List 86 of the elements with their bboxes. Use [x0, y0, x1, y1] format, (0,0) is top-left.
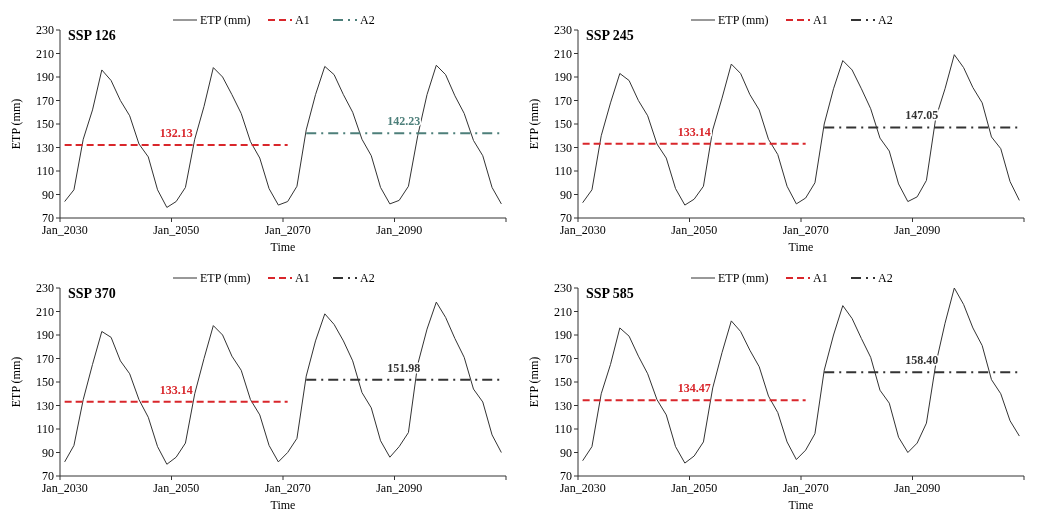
y-tick-label: 170 [36, 93, 54, 108]
y-tick-label: 150 [554, 117, 572, 132]
x-tick-label: Jan_2030 [559, 481, 606, 495]
y-tick-label: 90 [560, 445, 572, 460]
annotation: 142.23 [387, 114, 421, 129]
y-tick-label: 130 [554, 140, 572, 155]
x-tick-label: Jan_2050 [671, 481, 718, 495]
annotation: 132.13 [159, 126, 193, 140]
legend-label: A2 [360, 13, 375, 28]
legend-label: A2 [878, 271, 893, 286]
y-tick-label: 190 [554, 328, 572, 343]
y-tick-label: 190 [36, 328, 54, 343]
x-axis-title: Time [788, 498, 814, 512]
y-tick-label: 230 [36, 281, 54, 296]
chart-title: SSP 245 [586, 28, 634, 43]
y-tick-label: 70 [42, 211, 54, 226]
y-tick-label: 90 [42, 187, 54, 202]
legend-label: ETP (mm) [200, 13, 251, 28]
x-tick-label: Jan_2070 [782, 481, 829, 495]
x-tick-label: Jan_2090 [894, 223, 941, 237]
legend-label: A1 [295, 271, 310, 286]
y-tick-label: 150 [36, 117, 54, 132]
y-tick-label: 170 [554, 351, 572, 366]
legend-label: A1 [295, 13, 310, 28]
x-tick-label: Jan_2050 [671, 223, 718, 237]
y-tick-label: 210 [36, 46, 54, 61]
y-tick-label: 110 [36, 164, 54, 179]
y-tick-label: 230 [36, 23, 54, 38]
y-tick-label: 230 [554, 281, 572, 296]
annotation: 134.47 [677, 381, 711, 396]
y-tick-label: 210 [554, 304, 572, 319]
x-tick-label: Jan_2050 [153, 223, 200, 237]
y-tick-label: 230 [554, 23, 572, 38]
annotation: 133.14 [677, 124, 711, 139]
legend-label: A1 [813, 13, 828, 28]
y-axis-title: ETP (mm) [527, 98, 541, 150]
y-axis-title: ETP (mm) [9, 356, 23, 408]
y-tick-label: 170 [36, 351, 54, 366]
y-tick-label: 130 [36, 140, 54, 155]
y-axis-title: ETP (mm) [9, 98, 23, 150]
y-tick-label: 110 [36, 422, 54, 437]
legend-label: A1 [813, 271, 828, 286]
y-tick-label: 150 [36, 375, 54, 390]
annotation: 133.14 [159, 382, 193, 397]
line-series [582, 287, 1020, 464]
x-axis-title: Time [788, 240, 814, 254]
y-tick-label: 90 [560, 187, 572, 202]
chart-title: SSP 126 [68, 28, 116, 43]
y-tick-label: 170 [554, 93, 572, 108]
y-tick-label: 90 [42, 445, 54, 460]
line-series [64, 64, 502, 208]
legend-label: A2 [878, 13, 893, 28]
x-tick-label: Jan_2030 [559, 223, 606, 237]
x-tick-label: Jan_2050 [153, 481, 200, 495]
x-tick-label: Jan_2030 [41, 223, 88, 237]
y-tick-label: 110 [554, 422, 572, 437]
y-tick-label: 110 [554, 164, 572, 179]
y-tick-label: 70 [560, 211, 572, 226]
x-tick-label: Jan_2070 [264, 223, 311, 237]
y-tick-label: 210 [554, 46, 572, 61]
x-tick-label: Jan_2070 [264, 481, 311, 495]
y-tick-label: 70 [42, 469, 54, 484]
annotation: 151.98 [387, 360, 421, 375]
line-series [64, 301, 502, 465]
y-tick-label: 130 [36, 398, 54, 413]
chart-title: SSP 370 [68, 286, 116, 301]
x-axis-title: Time [270, 498, 296, 512]
line-series [582, 54, 1020, 206]
chart-title: SSP 585 [586, 286, 634, 301]
y-tick-label: 70 [560, 469, 572, 484]
x-tick-label: Jan_2090 [376, 481, 423, 495]
y-tick-label: 210 [36, 304, 54, 319]
y-tick-label: 190 [36, 70, 54, 85]
legend-label: ETP (mm) [718, 13, 769, 28]
y-tick-label: 130 [554, 398, 572, 413]
x-tick-label: Jan_2090 [376, 223, 423, 237]
x-tick-label: Jan_2030 [41, 481, 88, 495]
legend-label: A2 [360, 271, 375, 286]
legend-label: ETP (mm) [718, 271, 769, 286]
legend-label: ETP (mm) [200, 271, 251, 286]
x-tick-label: Jan_2090 [894, 481, 941, 495]
y-axis-title: ETP (mm) [527, 356, 541, 408]
x-tick-label: Jan_2070 [782, 223, 829, 237]
x-axis-title: Time [270, 240, 296, 254]
y-tick-label: 150 [554, 375, 572, 390]
y-tick-label: 190 [554, 70, 572, 85]
